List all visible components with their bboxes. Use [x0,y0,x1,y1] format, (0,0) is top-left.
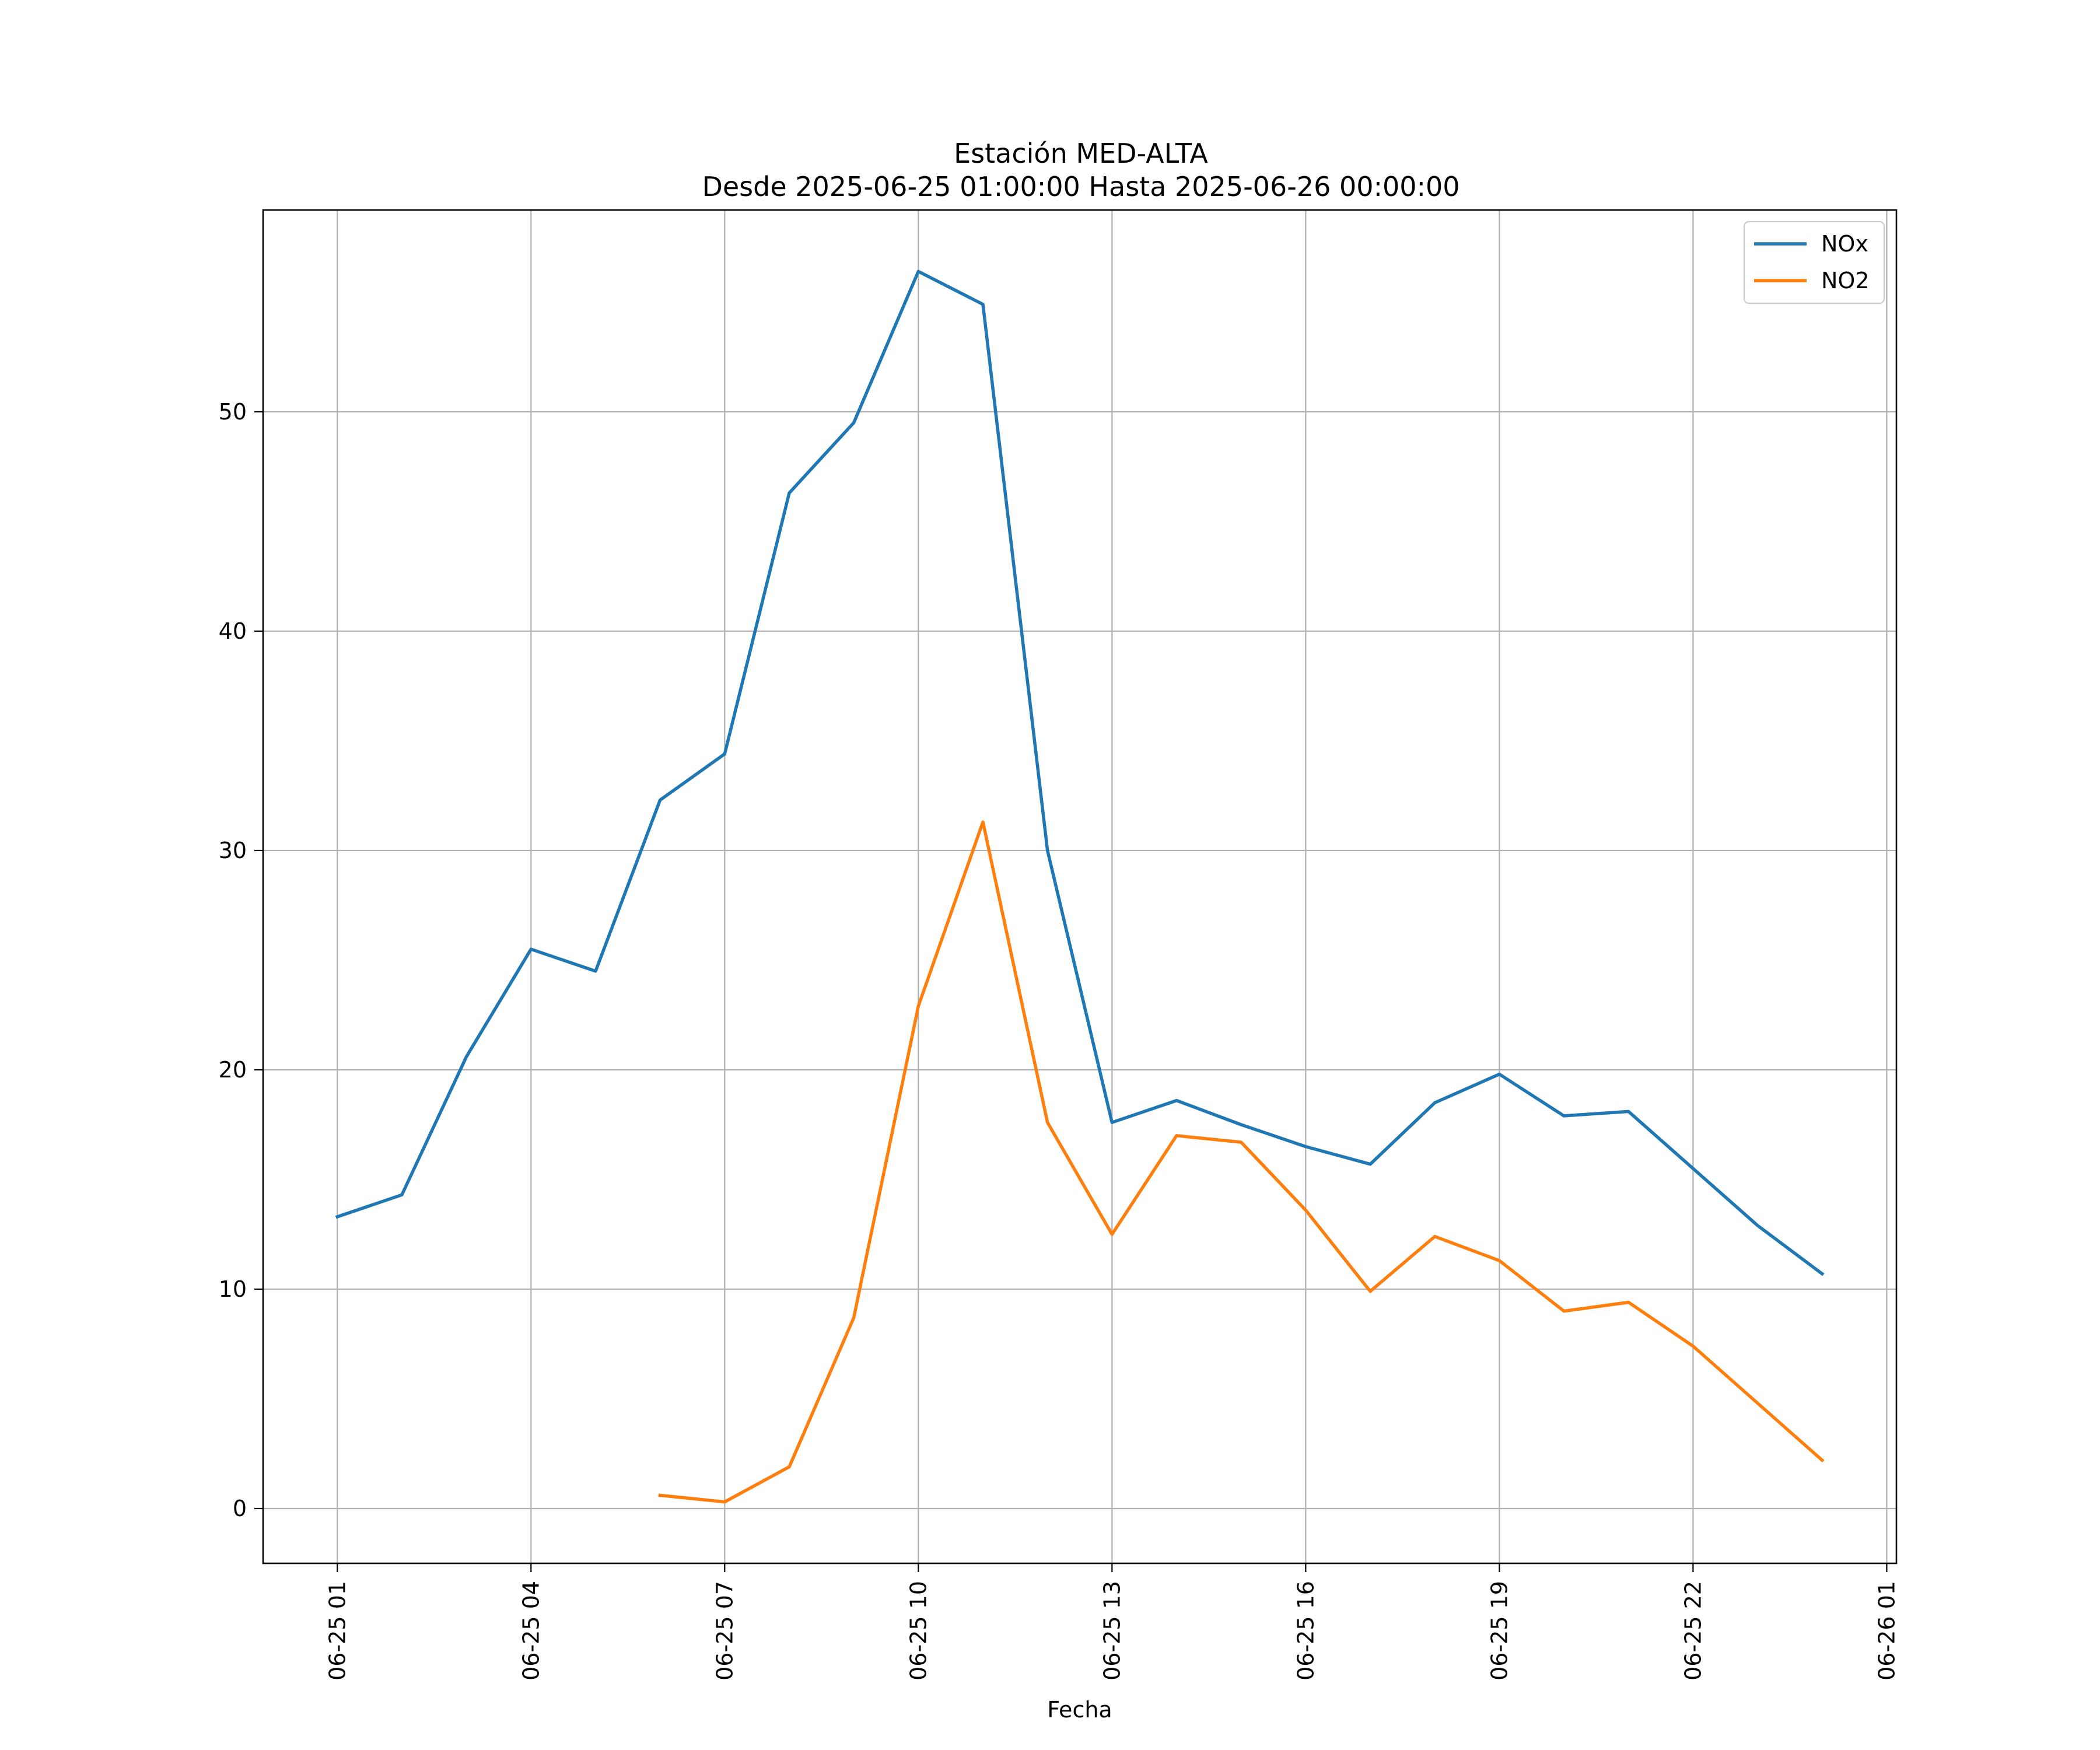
y-tick-label: 50 [219,399,247,425]
grid-lines [263,210,1896,1563]
chart-subtitle: Desde 2025-06-25 01:00:00 Hasta 2025-06-… [702,171,1460,202]
x-tick-label: 06-25 13 [1099,1581,1125,1681]
x-tick-label: 06-26 01 [1874,1581,1899,1681]
y-tick-label: 40 [219,618,247,644]
x-tick-label: 06-25 01 [324,1581,350,1681]
y-tick-label: 0 [233,1496,247,1521]
legend-label-nox: NOx [1821,231,1868,257]
series-lines [335,270,1825,1504]
series-line-no2 [658,820,1825,1504]
legend-box [1743,220,1885,304]
axis-ticks: 06-25 01 06-25 04 06-25 07 06-25 10 06-25 13… [219,399,1900,1681]
y-tick-label: 30 [219,838,247,863]
legend: NOx NO2 [1743,220,1885,304]
x-tick-label: 06-25 07 [712,1581,737,1681]
x-tick-label: 06-25 10 [905,1581,931,1681]
y-tick-label: 20 [219,1057,247,1083]
x-tick-label: 06-25 16 [1293,1581,1318,1681]
series-line-nox [335,270,1825,1276]
x-tick-label: 06-25 22 [1680,1581,1706,1681]
legend-label-no2: NO2 [1821,268,1870,293]
plot-frame [262,209,1898,1564]
x-tick-label: 06-25 19 [1486,1581,1512,1681]
x-axis-label: Fecha [1047,1697,1112,1723]
chart-title: Estación MED-ALTA [954,138,1208,169]
y-tick-label: 10 [219,1276,247,1302]
x-tick-label: 06-25 04 [518,1581,544,1681]
